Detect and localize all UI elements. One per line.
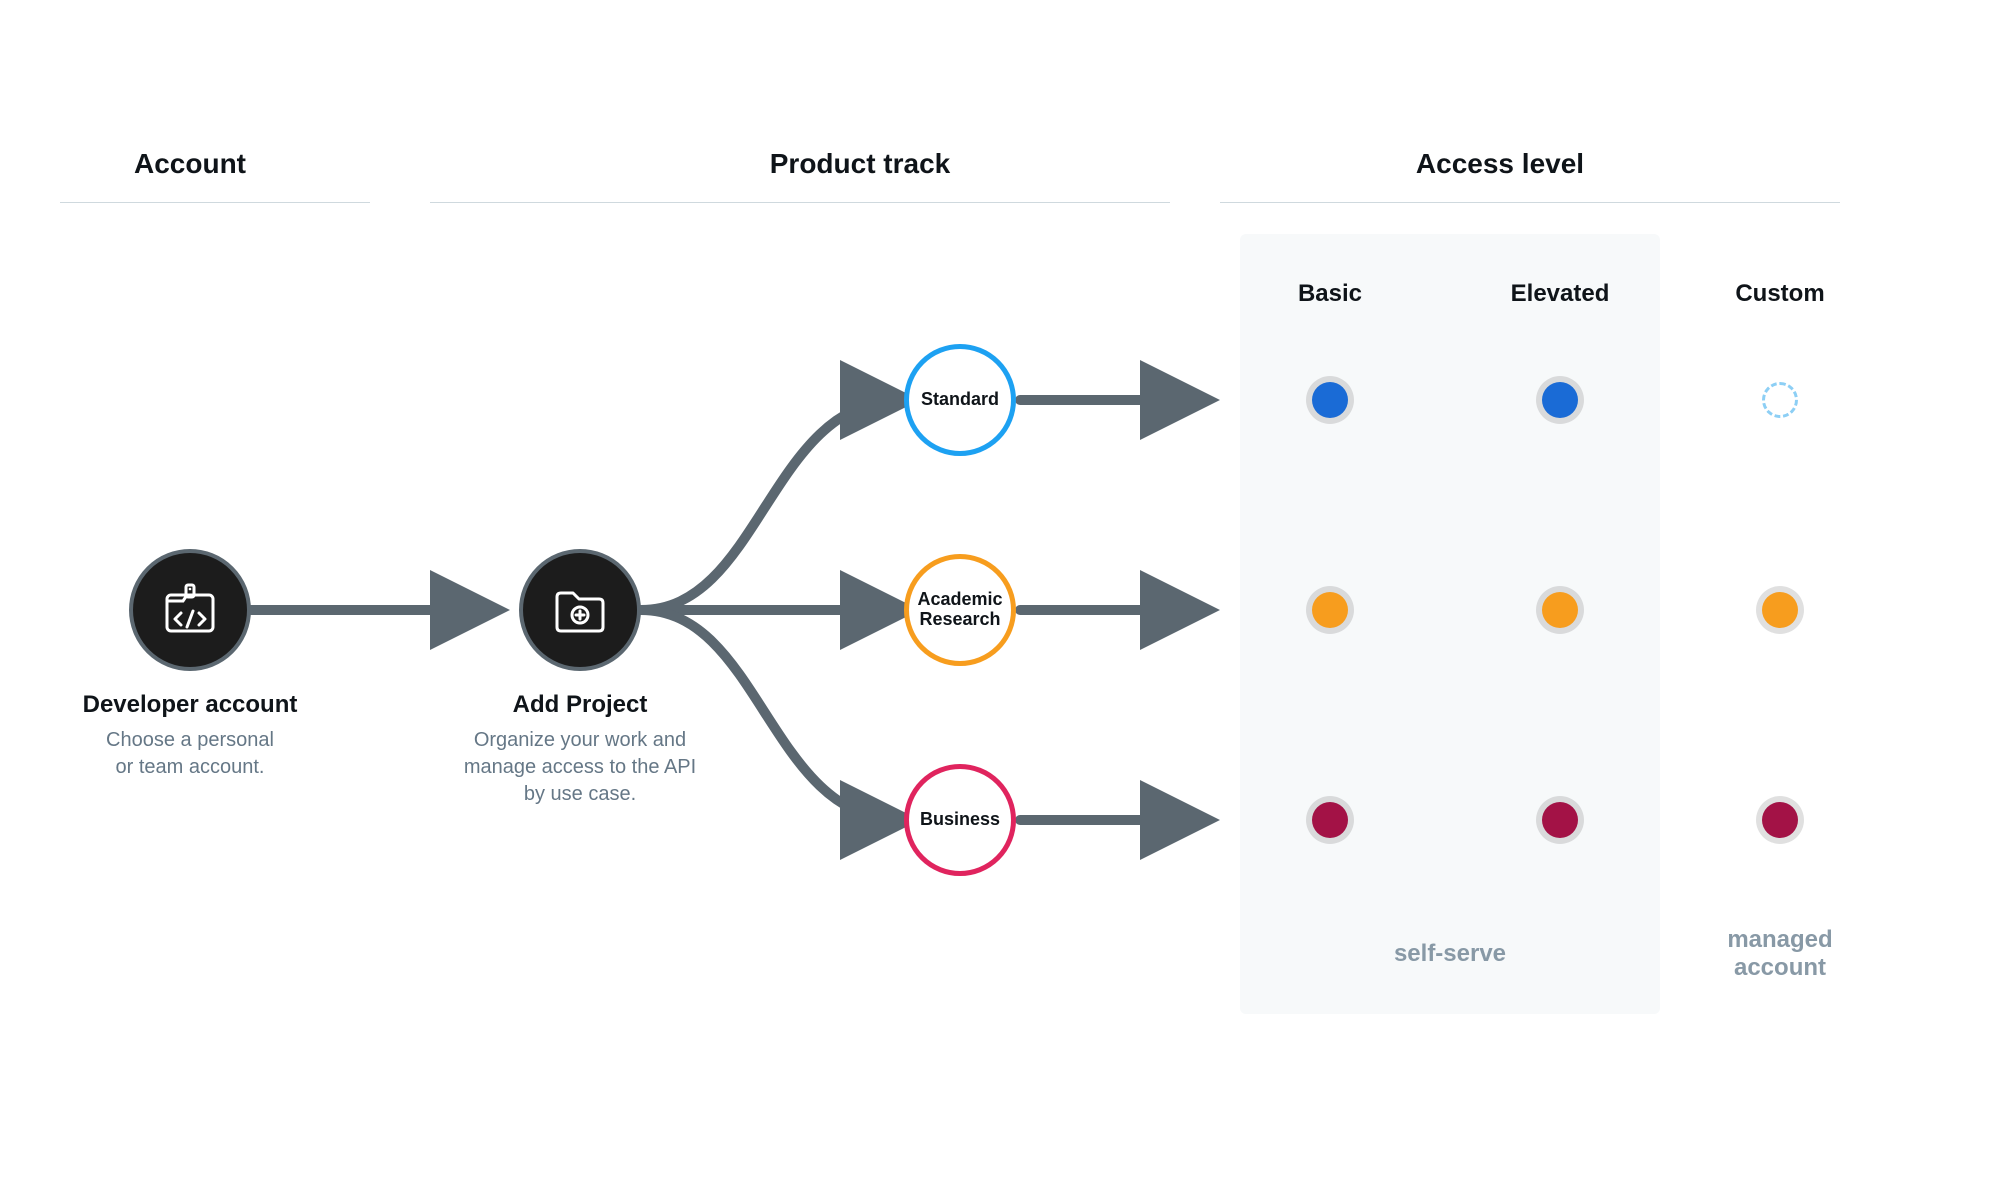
dot-standard-elevated — [1542, 382, 1578, 418]
access-header-basic: Basic — [1260, 280, 1400, 308]
dot-business-custom — [1762, 802, 1798, 838]
diagram-canvas: Account Product track Access level Develop… — [0, 0, 1992, 1200]
column-header-product_track: Product track — [710, 148, 1010, 180]
dot-business-elevated — [1542, 802, 1578, 838]
track-standard: Standard — [904, 344, 1016, 456]
access-header-elevated: Elevated — [1490, 280, 1630, 308]
column-header-account: Account — [40, 148, 340, 180]
column-rule-product_track — [430, 202, 1170, 203]
dot-standard-custom — [1762, 382, 1798, 418]
access-header-custom: Custom — [1710, 280, 1850, 308]
dot-academic-elevated — [1542, 592, 1578, 628]
arrow — [641, 400, 900, 610]
track-academic: AcademicResearch — [904, 554, 1016, 666]
self-serve-panel — [1240, 234, 1660, 1014]
column-header-access_level: Access level — [1350, 148, 1650, 180]
dot-academic-custom — [1762, 592, 1798, 628]
managed-account-label: managedaccount — [1690, 926, 1870, 982]
add-project-title: Add Project — [440, 691, 720, 719]
column-rule-account — [60, 202, 370, 203]
developer-account-node — [129, 549, 251, 671]
code-folder-icon — [161, 581, 219, 639]
dot-standard-basic — [1312, 382, 1348, 418]
developer-account-subtitle: Choose a personalor team account. — [40, 727, 340, 781]
self-serve-label: self-serve — [1350, 940, 1550, 968]
folder-plus-icon — [551, 581, 609, 639]
dot-business-basic — [1312, 802, 1348, 838]
column-rule-access_level — [1220, 202, 1840, 203]
track-business: Business — [904, 764, 1016, 876]
dot-academic-basic — [1312, 592, 1348, 628]
add-project-subtitle: Organize your work andmanage access to t… — [430, 727, 730, 808]
add-project-node — [519, 549, 641, 671]
developer-account-title: Developer account — [50, 691, 330, 719]
